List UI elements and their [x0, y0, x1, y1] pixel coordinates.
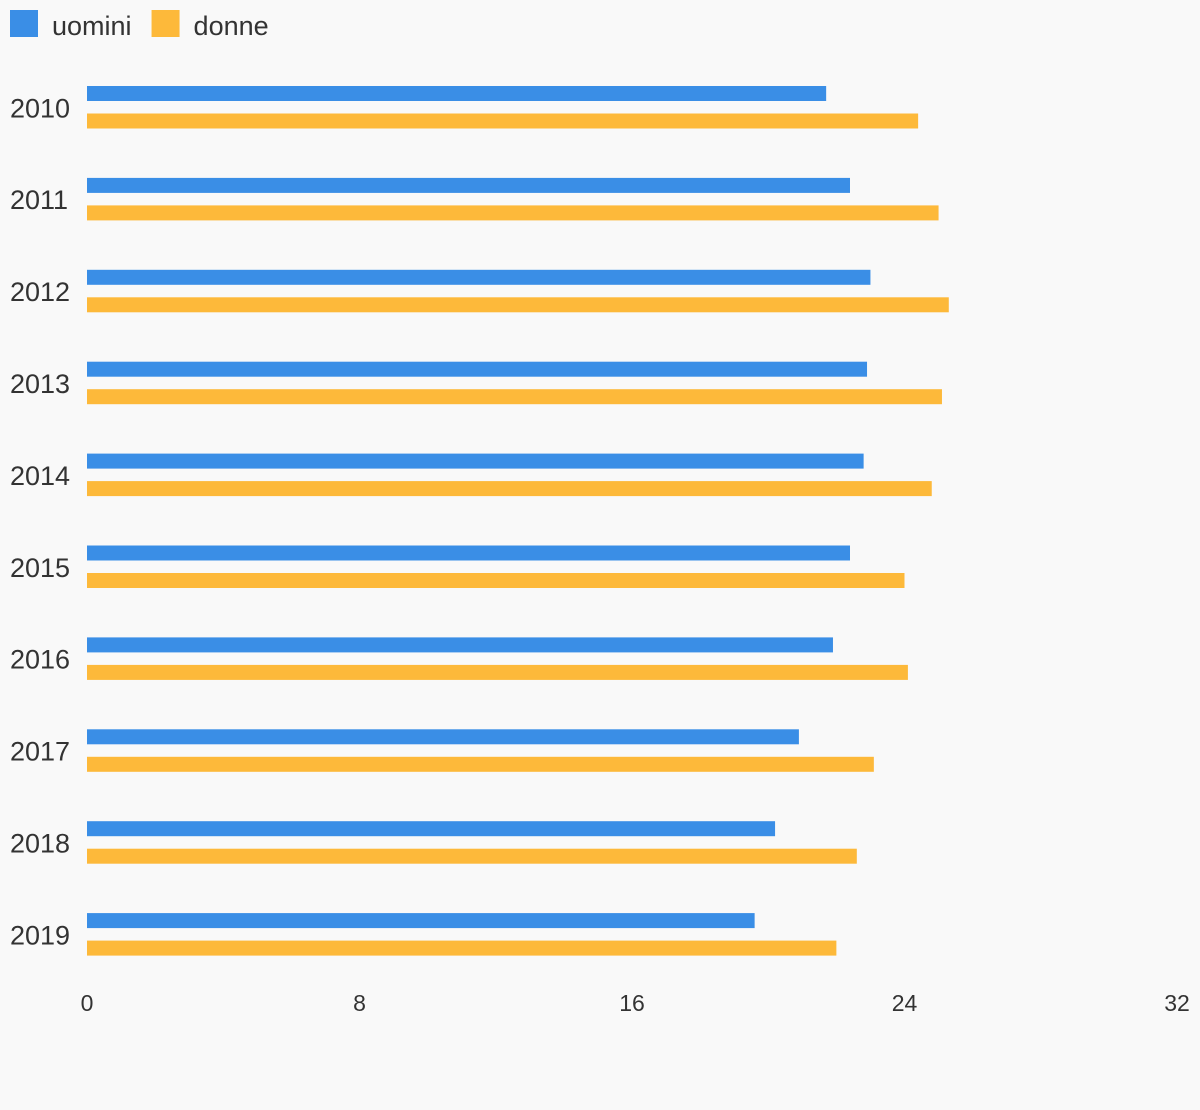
- bar-donne-2012: [87, 297, 949, 313]
- bar-donne-2014: [87, 481, 932, 497]
- category-label-2010: 2010: [10, 93, 70, 123]
- bar-uomini-2010: [87, 86, 827, 101]
- category-label-2011: 2011: [10, 185, 68, 215]
- bar-uomini-2013: [87, 361, 868, 377]
- bar-uomini-2012: [87, 269, 871, 285]
- legend-label-donne: donne: [194, 11, 269, 41]
- bar-uomini-2019: [87, 913, 755, 929]
- category-label-2016: 2016: [10, 645, 70, 675]
- bar-uomini-2011: [87, 177, 850, 193]
- bar-donne-2016: [87, 664, 908, 680]
- x-tick-label-16: 16: [619, 990, 645, 1016]
- category-axis: 2010 2011 2012 2013 2014 2015 2016 2017 2018 2019: [10, 93, 70, 950]
- bar-donne-2019: [87, 940, 837, 956]
- category-label-2014: 2014: [10, 461, 70, 491]
- category-label-2012: 2012: [10, 277, 70, 307]
- bar-uomini-2017: [87, 729, 799, 745]
- bar-donne-2017: [87, 756, 874, 772]
- x-tick-label-0: 0: [81, 990, 94, 1016]
- x-tick-label-8: 8: [353, 990, 366, 1016]
- legend-swatch-donne: [151, 10, 180, 37]
- x-tick-label-32: 32: [1164, 990, 1190, 1016]
- category-label-2017: 2017: [10, 737, 70, 767]
- bar-donne-2010: [87, 113, 919, 129]
- category-label-2013: 2013: [10, 369, 70, 399]
- bar-donne-2011: [87, 205, 939, 221]
- bar-uomini-2018: [87, 821, 776, 837]
- bar-donne-2018: [87, 848, 857, 864]
- bar-donne-2013: [87, 389, 942, 405]
- bar-uomini-2016: [87, 637, 833, 653]
- category-label-2019: 2019: [10, 920, 70, 950]
- bar-group: [87, 86, 949, 956]
- category-label-2018: 2018: [10, 828, 70, 858]
- bar-donne-2015: [87, 573, 905, 588]
- bar-uomini-2015: [87, 545, 850, 561]
- legend-label-uomini: uomini: [52, 11, 132, 41]
- value-axis: 0 8 16 24 32: [81, 990, 1190, 1016]
- category-label-2015: 2015: [10, 553, 70, 583]
- x-tick-label-24: 24: [892, 990, 918, 1016]
- chart-legend: uomini donne: [10, 10, 269, 41]
- bar-uomini-2014: [87, 453, 864, 469]
- legend-swatch-uomini: [10, 10, 38, 37]
